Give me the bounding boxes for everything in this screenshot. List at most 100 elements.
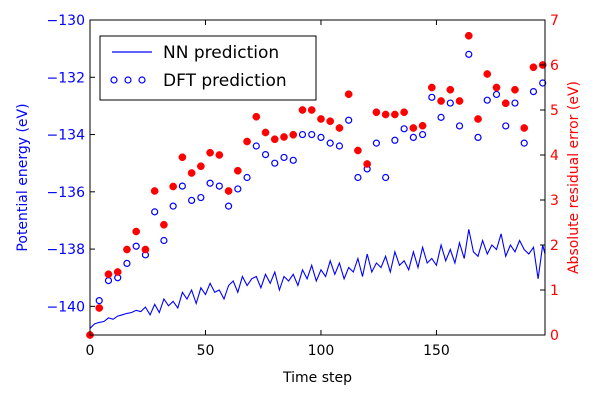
residual-point <box>289 130 298 139</box>
dft-point <box>298 130 307 139</box>
dft-point <box>382 173 390 182</box>
dft-point <box>271 159 279 167</box>
legend-dft-marker-swatch <box>110 76 146 84</box>
residual-point <box>224 187 233 195</box>
dft-point <box>280 153 288 162</box>
residual-point <box>95 304 104 312</box>
dft-point <box>400 125 408 133</box>
dft-point <box>178 182 186 190</box>
dft-point <box>446 99 454 107</box>
residual-point <box>483 70 492 78</box>
residual-point <box>197 162 205 171</box>
y-axis-right: 0 1 2 3 4 5 6 7 <box>540 13 559 344</box>
residual-point <box>418 121 427 130</box>
residual-error-series <box>86 31 547 339</box>
y-left-tick-label: −138 <box>47 242 85 258</box>
residual-point <box>252 112 261 121</box>
y-right-tick-label: 2 <box>550 238 559 254</box>
residual-point <box>501 99 510 108</box>
residual-point <box>270 135 279 144</box>
residual-point <box>520 124 529 132</box>
residual-point <box>437 97 445 105</box>
residual-point <box>446 85 455 94</box>
dft-point <box>160 236 168 245</box>
dft-point <box>502 122 510 130</box>
dft-point <box>409 133 417 142</box>
dft-point <box>483 96 491 104</box>
dft-point <box>391 136 399 144</box>
residual-point <box>464 31 473 40</box>
dft-point <box>520 139 528 147</box>
dft-point <box>224 202 233 210</box>
dft-point <box>261 150 270 159</box>
residual-point <box>455 97 464 105</box>
dft-point <box>335 142 344 150</box>
y-left-tick-label: −136 <box>47 185 86 201</box>
dft-point <box>151 208 159 216</box>
residual-point <box>187 169 196 177</box>
residual-point <box>215 151 224 159</box>
dft-point <box>326 139 334 147</box>
residual-point <box>141 245 150 254</box>
y-right-tick-label: 0 <box>550 328 559 344</box>
legend-dft-marker <box>138 76 146 84</box>
residual-point <box>391 110 399 119</box>
residual-point <box>104 270 113 279</box>
y-axis-right-title: Absolute residual error (eV) <box>566 81 582 274</box>
residual-point <box>335 124 344 132</box>
residual-point <box>123 245 131 254</box>
residual-point <box>326 117 335 126</box>
dft-point <box>197 193 205 202</box>
residual-point <box>298 106 307 114</box>
plot-frame <box>89 19 546 336</box>
dft-point <box>372 139 380 147</box>
residual-point <box>206 148 214 157</box>
dft-point <box>308 130 316 139</box>
legend-box <box>99 35 317 101</box>
dft-point <box>289 156 297 164</box>
residual-point <box>178 153 187 162</box>
legend-label-nn: NN prediction <box>163 43 279 63</box>
dft-point <box>132 242 140 250</box>
y-right-tick-label: 1 <box>550 283 559 299</box>
dft-point <box>123 259 131 268</box>
y-right-tick-label: 6 <box>550 58 559 74</box>
y-right-tick-label: 5 <box>550 103 559 119</box>
nn-prediction-series <box>89 229 546 329</box>
dft-point <box>215 182 223 190</box>
residual-point <box>169 182 177 191</box>
x-axis-title: Time step <box>282 370 352 386</box>
dft-point <box>354 173 362 182</box>
residual-point <box>307 106 316 114</box>
residual-point <box>400 108 408 117</box>
residual-point <box>354 146 362 155</box>
dft-prediction-series <box>95 50 547 305</box>
residual-point <box>409 124 418 132</box>
residual-point <box>160 220 168 229</box>
dft-point <box>188 196 196 205</box>
y-left-tick-label: −130 <box>47 13 85 29</box>
dft-point <box>437 113 445 121</box>
residual-point <box>511 85 519 94</box>
y-left-tick-label: −140 <box>47 299 85 315</box>
legend-dft-marker <box>110 76 118 84</box>
x-tick-label: 100 <box>308 343 335 359</box>
residual-point <box>372 108 381 117</box>
dft-point <box>492 90 501 99</box>
residual-point <box>132 227 141 236</box>
residual-point <box>243 137 251 146</box>
dft-point <box>345 116 353 124</box>
y-right-tick-label: 3 <box>550 193 559 209</box>
y-axis-left: −140 −138 −136 −134 −132 −130 <box>47 13 95 315</box>
dft-point <box>418 130 427 139</box>
residual-point <box>261 128 270 137</box>
legend: NN prediction DFT prediction <box>99 35 317 101</box>
dft-point <box>234 185 242 193</box>
residual-point <box>344 90 353 99</box>
x-tick-label: 50 <box>197 343 215 359</box>
residual-point <box>474 115 482 123</box>
dft-point <box>428 93 436 101</box>
dft-point <box>169 202 177 210</box>
